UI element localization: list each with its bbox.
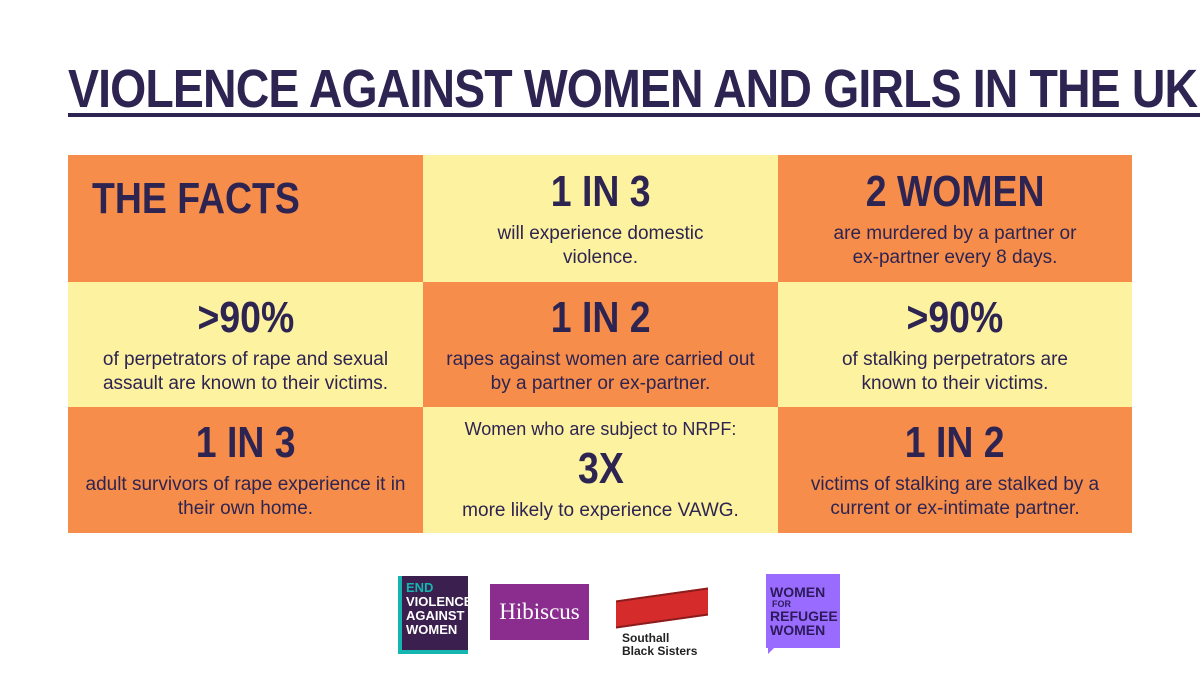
fact-stat: 1 IN 2 — [905, 418, 1005, 467]
fact-stat: 1 IN 3 — [550, 166, 651, 216]
fact-stat: >90% — [906, 292, 1004, 342]
fact-preface: Women who are subject to NRPF: — [464, 419, 737, 439]
partner-logos: END VIOLENCE AGAINST WOMEN Hibiscus Sout… — [0, 572, 1200, 658]
fact-description: of perpetrators of rape and sexual assau… — [102, 348, 389, 394]
fact-cell-murders: 2 WOMEN are murdered by a partner or ex-… — [778, 155, 1132, 282]
fact-stat: 3X — [577, 444, 624, 493]
fact-description: more likely to experience VAWG. — [462, 500, 739, 521]
fact-description: are murdered by a partner or ex-partner … — [833, 222, 1077, 268]
fact-description: adult survivors of rape experience it in… — [85, 474, 406, 519]
fact-heading: THE FACTS — [92, 174, 300, 223]
fact-cell-stalking-perpetrators: >90% of stalking perpetrators are known … — [778, 282, 1132, 407]
fact-description: will experience domestic violence. — [497, 222, 704, 268]
women-for-refugee-women-logo: WOMEN FOR REFUGEE WOMEN — [766, 574, 840, 648]
speech-bubble-tail-icon — [768, 644, 778, 654]
evaw-logo: END VIOLENCE AGAINST WOMEN — [398, 576, 472, 654]
fact-stat: 2 WOMEN — [865, 166, 1045, 216]
fact-cell-domestic-violence: 1 IN 3 will experience domestic violence… — [423, 155, 778, 282]
fact-cell-rape-home: 1 IN 3 adult survivors of rape experienc… — [68, 407, 423, 533]
fact-cell-heading: THE FACTS — [68, 155, 423, 282]
page-title: VIOLENCE AGAINST WOMEN AND GIRLS IN THE … — [68, 59, 1200, 119]
fact-cell-rape-perpetrators: >90% of perpetrators of rape and sexual … — [68, 282, 423, 407]
fact-description: of stalking perpetrators are known to th… — [841, 348, 1068, 394]
hibiscus-logo: Hibiscus — [490, 584, 589, 640]
fact-stat: >90% — [197, 292, 294, 342]
fact-description: rapes against women are carried out by a… — [446, 348, 755, 394]
fact-cell-stalking-partner: 1 IN 2 victims of stalking are stalked b… — [778, 407, 1132, 533]
fact-cell-rapes-partner: 1 IN 2 rapes against women are carried o… — [423, 282, 778, 407]
fact-stat: 1 IN 2 — [550, 292, 651, 342]
fact-cell-nrpf: Women who are subject to NRPF: 3X more l… — [423, 407, 778, 533]
fact-description: victims of stalking are stalked by a cur… — [810, 474, 1100, 519]
southall-black-sisters-logo: Southall Black Sisters — [614, 587, 734, 658]
facts-grid: THE FACTS 1 IN 3 will experience domesti… — [68, 155, 1132, 533]
fact-stat: 1 IN 3 — [195, 418, 296, 467]
banner-icon — [616, 587, 708, 629]
